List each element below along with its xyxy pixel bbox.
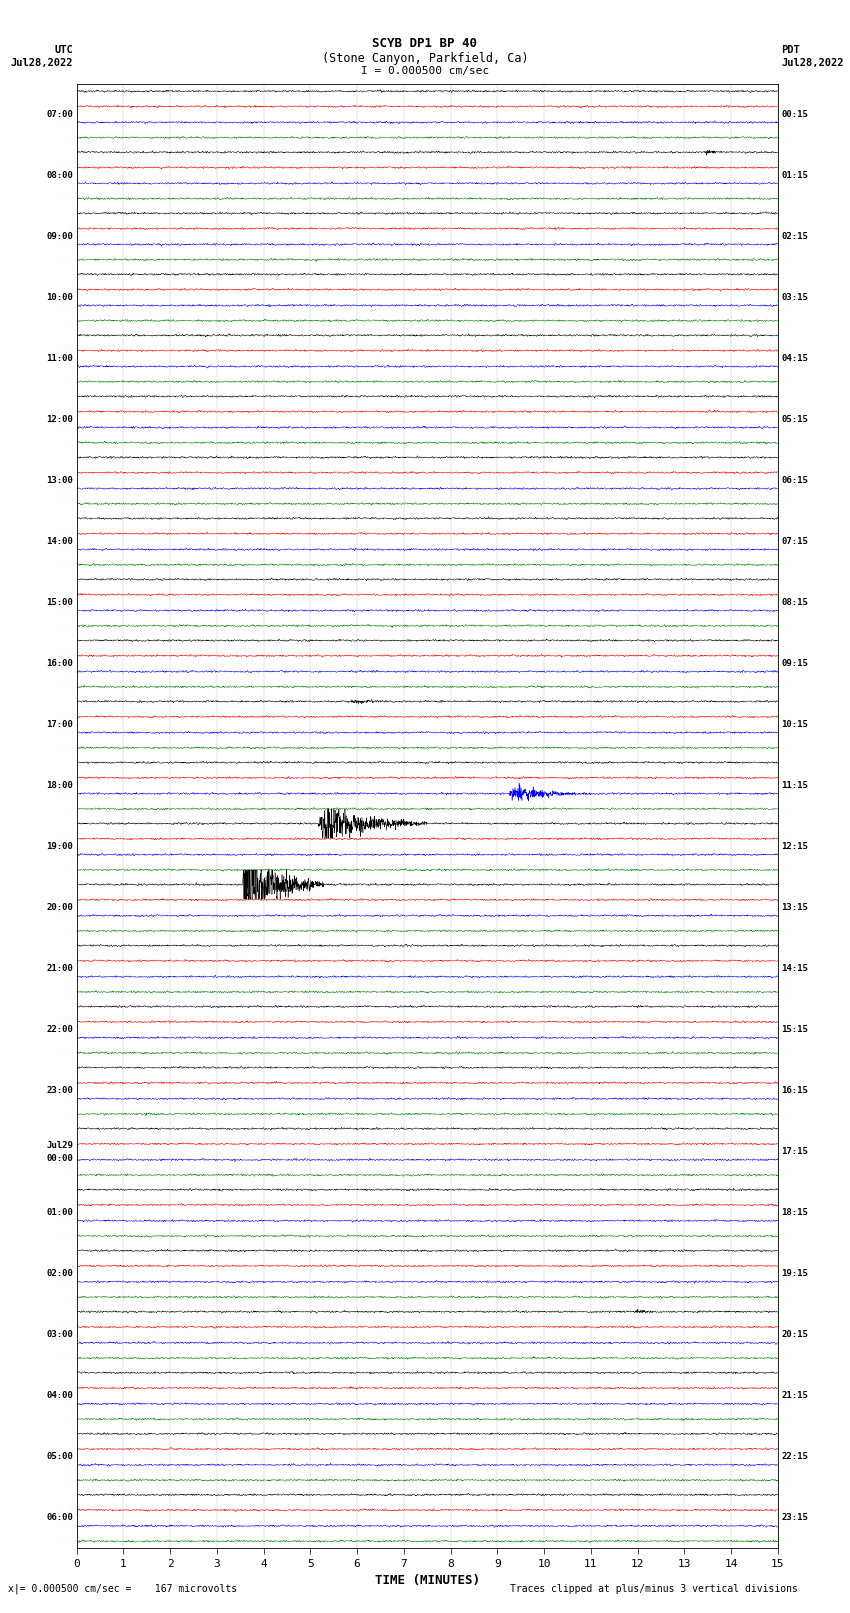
Text: PDT: PDT (781, 45, 800, 55)
X-axis label: TIME (MINUTES): TIME (MINUTES) (375, 1574, 479, 1587)
Text: 01:00: 01:00 (46, 1208, 73, 1218)
Text: (Stone Canyon, Parkfield, Ca): (Stone Canyon, Parkfield, Ca) (321, 52, 529, 65)
Text: 04:00: 04:00 (46, 1392, 73, 1400)
Text: 10:00: 10:00 (46, 294, 73, 302)
Text: 21:00: 21:00 (46, 965, 73, 973)
Text: 03:00: 03:00 (46, 1331, 73, 1339)
Text: 00:15: 00:15 (781, 110, 808, 119)
Text: 14:00: 14:00 (46, 537, 73, 547)
Text: 20:15: 20:15 (781, 1331, 808, 1339)
Text: 17:15: 17:15 (781, 1147, 808, 1157)
Text: Jul28,2022: Jul28,2022 (10, 58, 73, 68)
Text: 23:00: 23:00 (46, 1086, 73, 1095)
Text: Jul29: Jul29 (46, 1140, 73, 1150)
Text: 22:15: 22:15 (781, 1452, 808, 1461)
Text: 06:00: 06:00 (46, 1513, 73, 1523)
Text: 14:15: 14:15 (781, 965, 808, 973)
Text: 11:15: 11:15 (781, 781, 808, 790)
Text: 11:00: 11:00 (46, 353, 73, 363)
Text: 07:15: 07:15 (781, 537, 808, 547)
Text: 09:15: 09:15 (781, 660, 808, 668)
Text: 09:00: 09:00 (46, 232, 73, 240)
Text: 21:15: 21:15 (781, 1392, 808, 1400)
Text: 03:15: 03:15 (781, 294, 808, 302)
Text: 10:15: 10:15 (781, 719, 808, 729)
Text: 13:00: 13:00 (46, 476, 73, 486)
Text: 05:15: 05:15 (781, 415, 808, 424)
Text: 19:15: 19:15 (781, 1269, 808, 1279)
Text: 06:15: 06:15 (781, 476, 808, 486)
Text: 05:00: 05:00 (46, 1452, 73, 1461)
Text: 15:15: 15:15 (781, 1026, 808, 1034)
Text: 00:00: 00:00 (46, 1153, 73, 1163)
Text: 13:15: 13:15 (781, 903, 808, 913)
Text: 01:15: 01:15 (781, 171, 808, 181)
Text: SCYB DP1 BP 40: SCYB DP1 BP 40 (372, 37, 478, 50)
Text: 23:15: 23:15 (781, 1513, 808, 1523)
Text: 07:00: 07:00 (46, 110, 73, 119)
Text: 12:15: 12:15 (781, 842, 808, 852)
Text: x|= 0.000500 cm/sec =    167 microvolts: x|= 0.000500 cm/sec = 167 microvolts (8, 1582, 238, 1594)
Text: 08:15: 08:15 (781, 598, 808, 606)
Text: 02:15: 02:15 (781, 232, 808, 240)
Text: I = 0.000500 cm/sec: I = 0.000500 cm/sec (361, 66, 489, 76)
Text: 16:00: 16:00 (46, 660, 73, 668)
Text: 18:00: 18:00 (46, 781, 73, 790)
Text: 16:15: 16:15 (781, 1086, 808, 1095)
Text: UTC: UTC (54, 45, 73, 55)
Text: Jul28,2022: Jul28,2022 (781, 58, 844, 68)
Text: 15:00: 15:00 (46, 598, 73, 606)
Text: 22:00: 22:00 (46, 1026, 73, 1034)
Text: Traces clipped at plus/minus 3 vertical divisions: Traces clipped at plus/minus 3 vertical … (510, 1584, 798, 1594)
Text: 04:15: 04:15 (781, 353, 808, 363)
Text: 19:00: 19:00 (46, 842, 73, 852)
Text: 18:15: 18:15 (781, 1208, 808, 1218)
Text: 08:00: 08:00 (46, 171, 73, 181)
Text: 20:00: 20:00 (46, 903, 73, 913)
Text: 17:00: 17:00 (46, 719, 73, 729)
Text: 12:00: 12:00 (46, 415, 73, 424)
Text: 02:00: 02:00 (46, 1269, 73, 1279)
